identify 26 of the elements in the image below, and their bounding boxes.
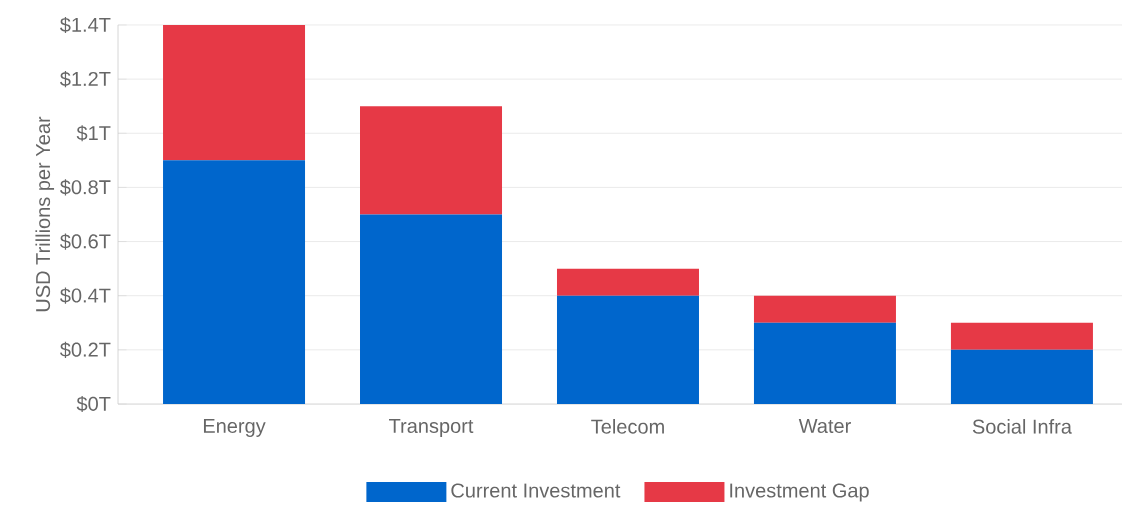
bar <box>556 295 699 404</box>
y-tick-label: $1.4T <box>60 16 111 34</box>
y-tick-label: $1T <box>76 125 111 142</box>
y-tick-label: $0.8T <box>60 179 111 196</box>
bar <box>556 268 699 296</box>
x-tick-label: Social Infra <box>972 419 1072 434</box>
bar <box>163 24 306 161</box>
bar <box>163 160 306 404</box>
legend-label: Current Investment <box>451 483 621 498</box>
x-tick-label: Water <box>798 419 851 433</box>
bar <box>950 349 1093 404</box>
y-tick-label: $0T <box>76 395 111 413</box>
y-tick-label: $0.6T <box>60 233 111 250</box>
x-tick-label: Transport <box>389 419 474 437</box>
legend-label: Investment Gap <box>730 483 869 502</box>
bar <box>753 322 896 404</box>
y-tick-label: $1.2T <box>60 71 111 88</box>
bar <box>360 214 503 404</box>
y-axis-title: USD Trillions per Year <box>35 116 55 312</box>
bar <box>753 295 896 323</box>
bar <box>950 322 1093 350</box>
bar <box>360 106 503 215</box>
x-tick-label: Telecom <box>591 419 664 434</box>
x-tick-label: Energy <box>203 419 266 437</box>
y-tick-label: $0.2T <box>60 341 111 358</box>
y-tick-label: $0.4T <box>60 287 111 304</box>
